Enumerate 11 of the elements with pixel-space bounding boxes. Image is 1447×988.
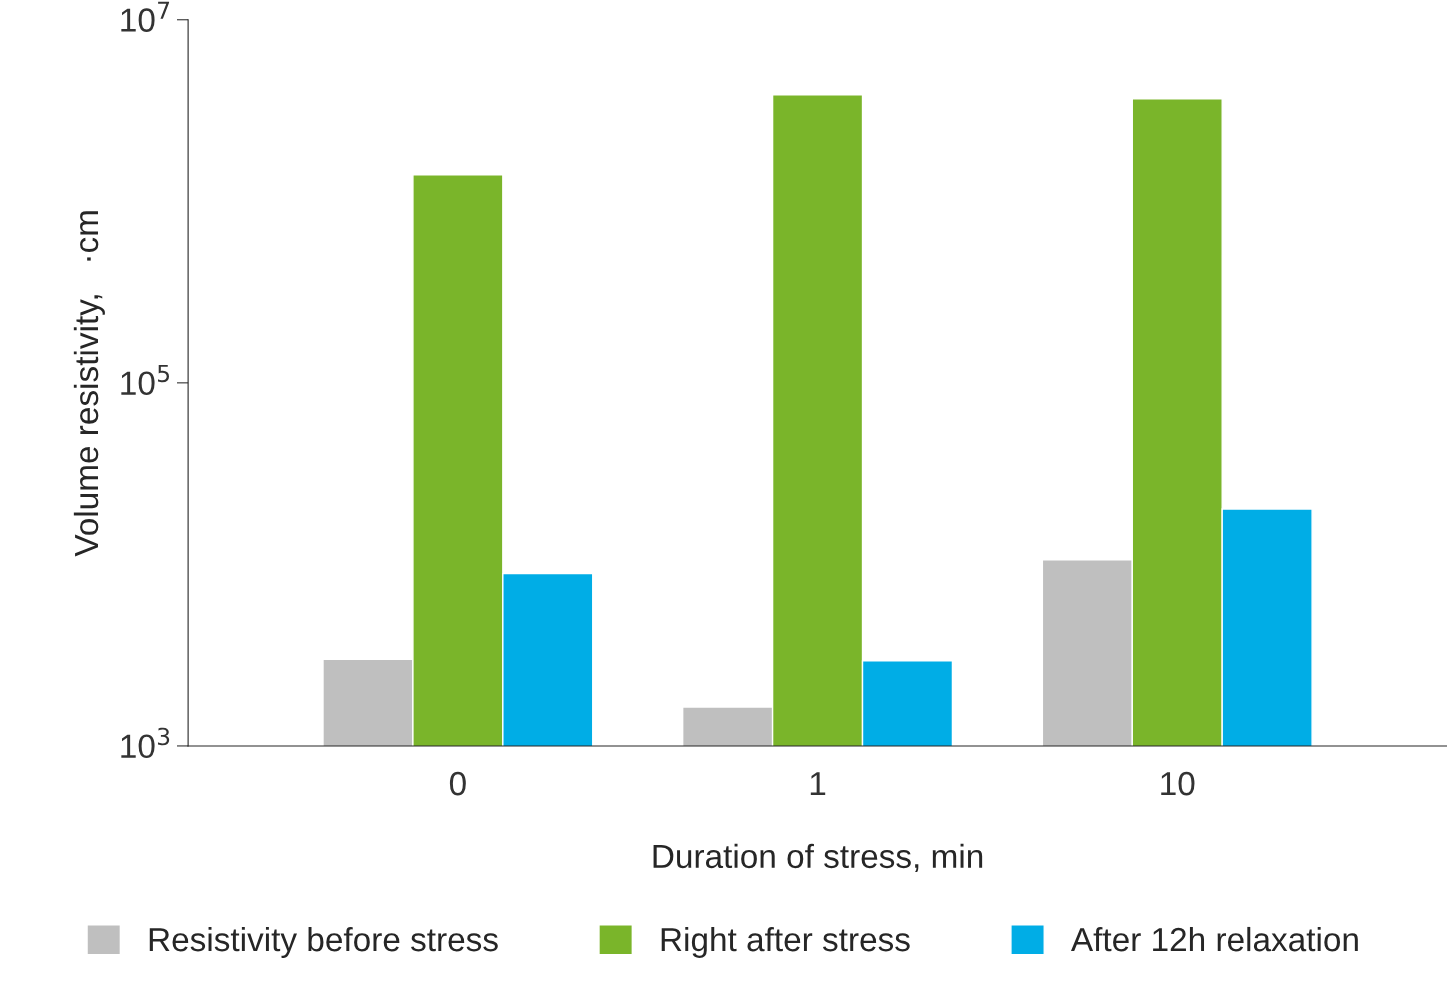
x-tick-label: 0 [449, 771, 466, 796]
legend-label: Resistivity before stress [149, 926, 498, 958]
legend-label: Right after stress [661, 926, 910, 958]
y-tick-label: 10$^{3}$ [121, 727, 170, 759]
legend-label: After 12h relaxation [1070, 926, 1358, 952]
y-axis-title: Volume resistivity, ·cm [73, 211, 105, 557]
x-tick-label: 1 [810, 772, 826, 796]
x-axis-title: Duration of stress, min [653, 843, 983, 873]
x-tick-label: 10 [1161, 771, 1195, 796]
y-tick-label: 10$^{5}$ [121, 364, 170, 396]
y-tick-label: 10$^{7}$ [121, 1, 170, 32]
